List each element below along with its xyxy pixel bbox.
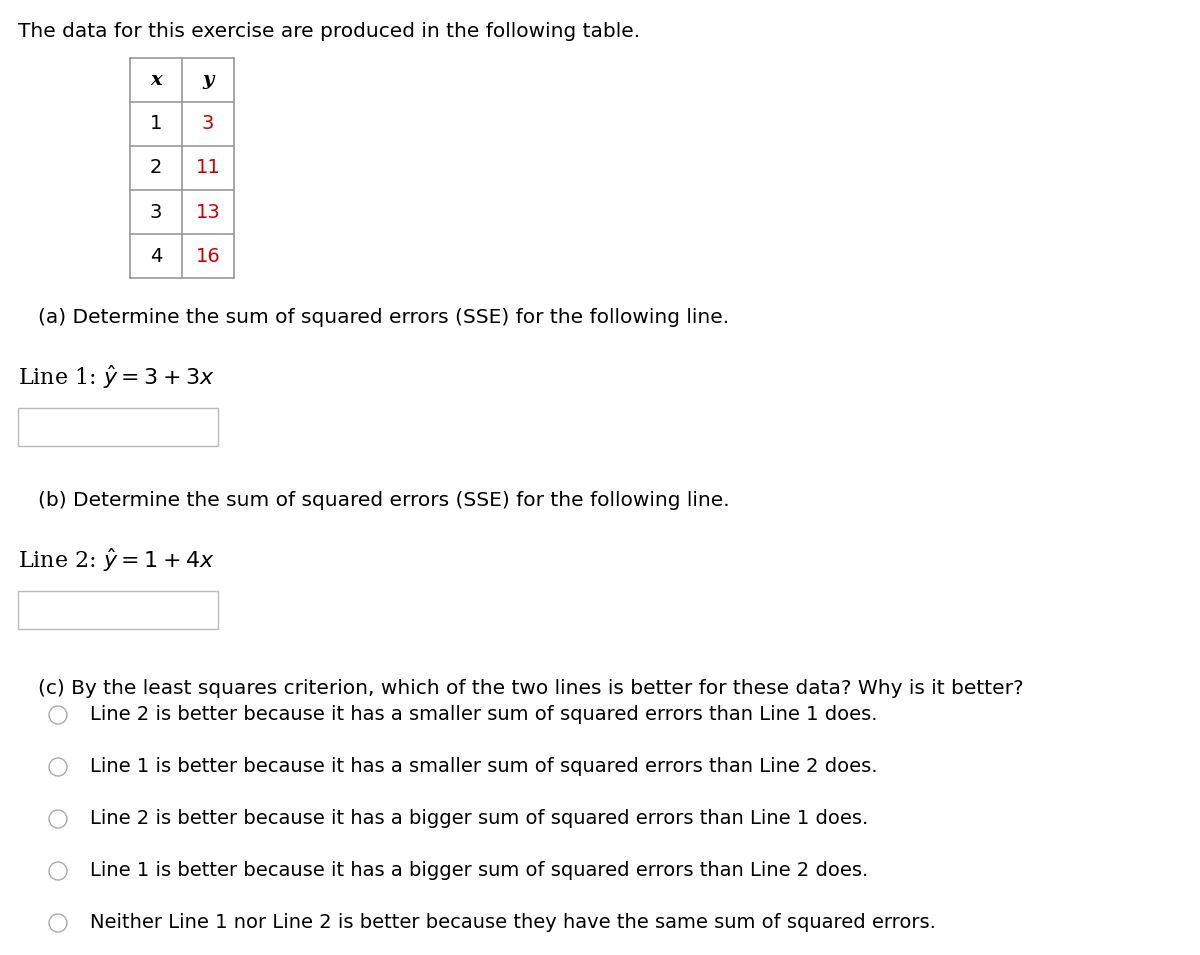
Text: Line 2 is better because it has a smaller sum of squared errors than Line 1 does: Line 2 is better because it has a smalle…	[90, 705, 877, 724]
Text: Neither Line 1 nor Line 2 is better because they have the same sum of squared er: Neither Line 1 nor Line 2 is better beca…	[90, 913, 936, 932]
Text: (a) Determine the sum of squared errors (SSE) for the following line.: (a) Determine the sum of squared errors …	[38, 308, 730, 327]
Text: 13: 13	[196, 202, 221, 222]
Text: Line 2 is better because it has a bigger sum of squared errors than Line 1 does.: Line 2 is better because it has a bigger…	[90, 809, 869, 828]
Text: 16: 16	[196, 246, 221, 265]
Text: The data for this exercise are produced in the following table.: The data for this exercise are produced …	[18, 22, 640, 41]
Text: 11: 11	[196, 159, 221, 178]
Text: Line 2: $\hat{y} = 1 + 4x$: Line 2: $\hat{y} = 1 + 4x$	[18, 546, 215, 574]
Text: (b) Determine the sum of squared errors (SSE) for the following line.: (b) Determine the sum of squared errors …	[38, 491, 730, 510]
Text: 2: 2	[150, 159, 162, 178]
Text: y: y	[203, 71, 214, 89]
Text: Line 1 is better because it has a smaller sum of squared errors than Line 2 does: Line 1 is better because it has a smalle…	[90, 757, 877, 776]
Text: Line 1: $\hat{y} = 3 + 3x$: Line 1: $\hat{y} = 3 + 3x$	[18, 363, 215, 391]
FancyBboxPatch shape	[18, 591, 218, 629]
Text: Line 1 is better because it has a bigger sum of squared errors than Line 2 does.: Line 1 is better because it has a bigger…	[90, 861, 869, 880]
Text: 3: 3	[202, 115, 214, 134]
Text: (c) By the least squares criterion, which of the two lines is better for these d: (c) By the least squares criterion, whic…	[38, 679, 1024, 698]
Text: 1: 1	[150, 115, 162, 134]
FancyBboxPatch shape	[18, 408, 218, 446]
Text: 3: 3	[150, 202, 162, 222]
Text: 4: 4	[150, 246, 162, 265]
Text: x: x	[150, 71, 162, 89]
